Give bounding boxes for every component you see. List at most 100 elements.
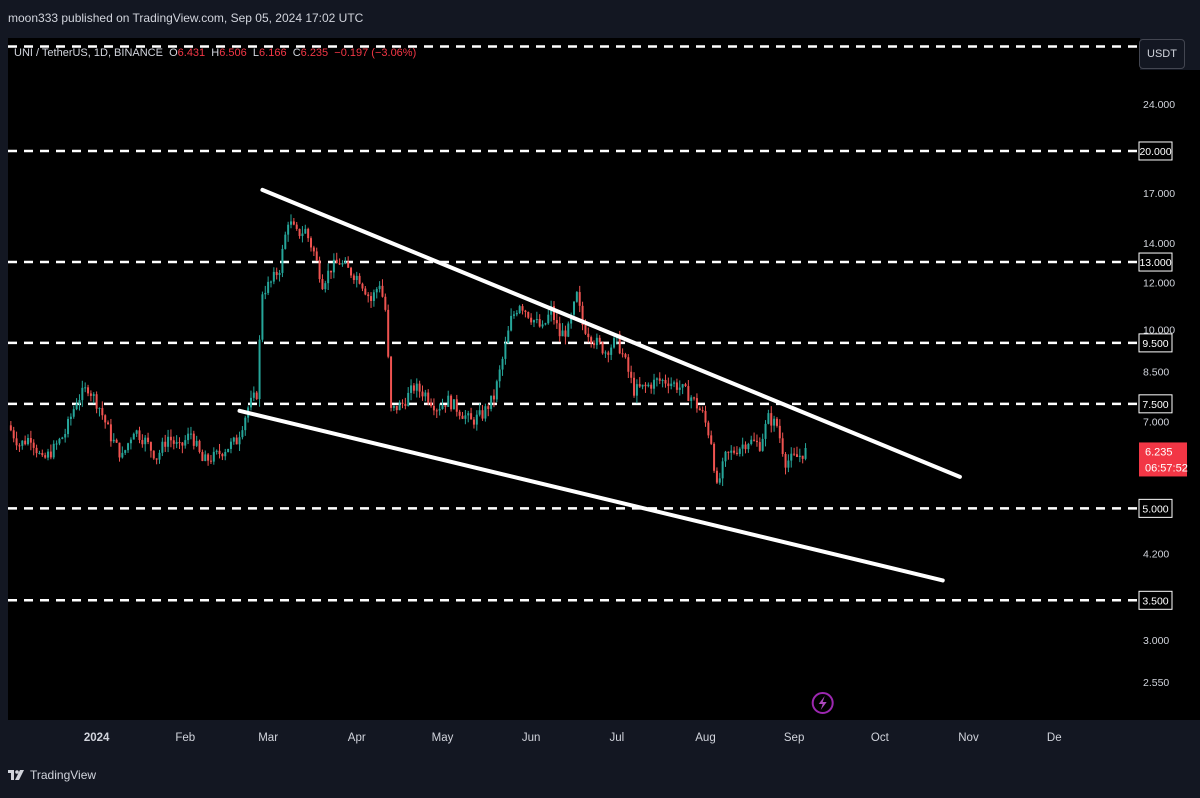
candle-body xyxy=(201,451,204,461)
lightning-icon xyxy=(818,696,827,710)
candle-body xyxy=(147,437,150,443)
candle-body xyxy=(535,319,538,321)
candle-body xyxy=(444,405,447,407)
candle-body xyxy=(264,292,267,295)
candle-body xyxy=(427,392,430,403)
candle-body xyxy=(281,248,284,273)
candle-body xyxy=(678,387,681,390)
candle-body xyxy=(738,448,741,454)
candle-body xyxy=(352,275,355,281)
candle-body xyxy=(598,337,601,343)
candle-body xyxy=(21,440,24,446)
candle-body xyxy=(144,437,147,445)
candle-body xyxy=(424,392,427,397)
candle-body xyxy=(212,451,215,462)
candle-body xyxy=(224,452,227,457)
candle-body xyxy=(238,437,241,445)
candle-body xyxy=(107,422,110,425)
y-tick-label: 12.000 xyxy=(1143,278,1175,290)
candle-body xyxy=(61,437,64,439)
candle-body xyxy=(610,347,613,355)
tradingview-logo-icon xyxy=(8,770,24,780)
candle-body xyxy=(338,263,341,265)
level-label: 9.500 xyxy=(1142,338,1168,350)
candle-body xyxy=(492,395,495,400)
candle-body xyxy=(301,233,304,237)
x-tick-label: Apr xyxy=(348,732,366,744)
candle-body xyxy=(804,447,807,459)
candle-body xyxy=(378,285,381,290)
candle-body xyxy=(452,399,455,410)
candle-body xyxy=(58,438,61,444)
y-tick-label: 7.000 xyxy=(1143,417,1169,429)
candle-body xyxy=(35,447,38,454)
tradingview-brand[interactable]: TradingView xyxy=(8,768,96,782)
candle-body xyxy=(518,306,521,313)
candle-body xyxy=(481,410,484,419)
candle-body xyxy=(715,470,718,483)
candle-body xyxy=(570,314,573,324)
candle-body xyxy=(167,436,170,447)
candle-body xyxy=(284,234,287,249)
brand-label: TradingView xyxy=(30,768,97,782)
candle-body xyxy=(92,394,95,396)
candle-body xyxy=(530,317,533,323)
candle-body xyxy=(392,405,395,408)
candle-body xyxy=(455,399,458,412)
close-label: C xyxy=(292,47,301,59)
candle-body xyxy=(295,224,298,229)
candle-body xyxy=(387,309,390,357)
candle-body xyxy=(29,437,32,443)
candle-body xyxy=(244,417,247,431)
candle-body xyxy=(109,424,112,442)
candle-body xyxy=(524,310,527,312)
candle-body xyxy=(78,400,81,404)
candle-body xyxy=(421,391,424,397)
candle-body xyxy=(784,454,787,468)
y-tick-label: 14.000 xyxy=(1143,238,1175,250)
candle-body xyxy=(75,403,78,410)
candle-body xyxy=(653,379,656,389)
symbol-name[interactable]: UNI / TetherUS, 1D, BINANCE xyxy=(14,47,163,59)
candle-body xyxy=(292,221,295,225)
candle-body xyxy=(484,406,487,419)
candle-body xyxy=(561,330,564,337)
candle-body xyxy=(412,385,415,391)
currency-button[interactable]: USDT xyxy=(1139,39,1185,69)
candle-body xyxy=(187,433,190,441)
candle-body xyxy=(367,294,370,297)
candle-body xyxy=(633,377,636,396)
candle-body xyxy=(461,415,464,419)
candle-body xyxy=(621,353,624,355)
x-tick-label: Feb xyxy=(175,732,195,744)
candle-body xyxy=(432,405,435,411)
symbol-legend: UNI / TetherUS, 1D, BINANCE O6.431 H6.50… xyxy=(14,47,416,59)
candle-body xyxy=(267,281,270,293)
candle-body xyxy=(207,454,210,461)
candle-body xyxy=(418,383,421,392)
x-tick-label: 2024 xyxy=(84,732,110,744)
x-tick-label: Jul xyxy=(610,732,625,744)
candle-body xyxy=(695,398,698,409)
candle-body xyxy=(335,259,338,264)
trendline-lower xyxy=(237,408,945,583)
candle-body xyxy=(232,437,235,442)
candle-body xyxy=(618,334,621,354)
candle-body xyxy=(495,381,498,400)
candle-body xyxy=(661,379,664,381)
candle-body xyxy=(287,224,290,235)
candle-body xyxy=(121,452,124,458)
candle-body xyxy=(624,354,627,358)
candle-body xyxy=(798,455,801,457)
candle-body xyxy=(307,228,310,239)
candle-body xyxy=(744,444,747,450)
y-tick-label: 3.000 xyxy=(1143,635,1169,647)
candle-body xyxy=(532,320,535,323)
candle-body xyxy=(350,267,353,276)
candle-body xyxy=(581,305,584,325)
candle-body xyxy=(438,408,441,411)
candle-body xyxy=(781,438,784,455)
candle-body xyxy=(278,272,281,276)
candle-body xyxy=(435,410,438,412)
